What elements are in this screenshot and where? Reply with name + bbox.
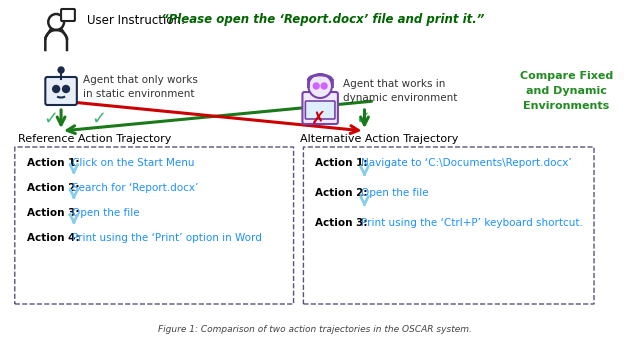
Text: Print using the ‘Ctrl+P’ keyboard shortcut.: Print using the ‘Ctrl+P’ keyboard shortc…: [360, 218, 582, 228]
Text: Open the file: Open the file: [72, 208, 140, 218]
Text: User Instruction:: User Instruction:: [86, 14, 188, 27]
FancyBboxPatch shape: [303, 147, 594, 304]
Text: Print using the ‘Print’ option in Word: Print using the ‘Print’ option in Word: [72, 233, 262, 243]
FancyBboxPatch shape: [45, 77, 77, 105]
Circle shape: [321, 83, 327, 89]
Circle shape: [308, 74, 332, 98]
Text: Action 3:: Action 3:: [27, 208, 83, 218]
Circle shape: [58, 67, 64, 73]
Text: “Please open the ‘Report.docx’ file and print it.”: “Please open the ‘Report.docx’ file and …: [161, 14, 484, 27]
Text: ✓: ✓: [91, 110, 106, 128]
Text: Search for ‘Report.docx’: Search for ‘Report.docx’: [72, 183, 198, 193]
FancyBboxPatch shape: [15, 147, 294, 304]
Text: ✗: ✗: [310, 110, 326, 128]
Text: Action 1:: Action 1:: [27, 158, 83, 168]
Text: Action 3:: Action 3:: [316, 218, 371, 228]
Text: ✓: ✓: [355, 110, 370, 128]
Circle shape: [63, 85, 70, 93]
Text: Action 1:: Action 1:: [316, 158, 371, 168]
Text: Agent that works in
dynamic environment: Agent that works in dynamic environment: [343, 79, 457, 103]
Circle shape: [313, 83, 319, 89]
Text: Reference Action Trajectory: Reference Action Trajectory: [18, 134, 171, 144]
Text: Open the file: Open the file: [360, 188, 428, 198]
Text: Action 2:: Action 2:: [316, 188, 371, 198]
Text: Action 2:: Action 2:: [27, 183, 83, 193]
Circle shape: [52, 85, 60, 93]
FancyBboxPatch shape: [61, 9, 75, 21]
Text: ✓: ✓: [44, 110, 59, 128]
Text: Figure 1: Comparison of two action trajectories in the OSCAR system.: Figure 1: Comparison of two action traje…: [158, 325, 472, 334]
Text: Click on the Start Menu: Click on the Start Menu: [72, 158, 195, 168]
Text: Navigate to ‘C:\Documents\Report.docx’: Navigate to ‘C:\Documents\Report.docx’: [360, 158, 572, 168]
Text: Agent that only works
in static environment: Agent that only works in static environm…: [83, 75, 198, 99]
FancyBboxPatch shape: [303, 92, 338, 124]
FancyBboxPatch shape: [305, 101, 335, 119]
Text: Alternative Action Trajectory: Alternative Action Trajectory: [300, 134, 459, 144]
Text: Action 4:: Action 4:: [27, 233, 83, 243]
Text: Compare Fixed
and Dynamic
Environments: Compare Fixed and Dynamic Environments: [520, 71, 613, 111]
